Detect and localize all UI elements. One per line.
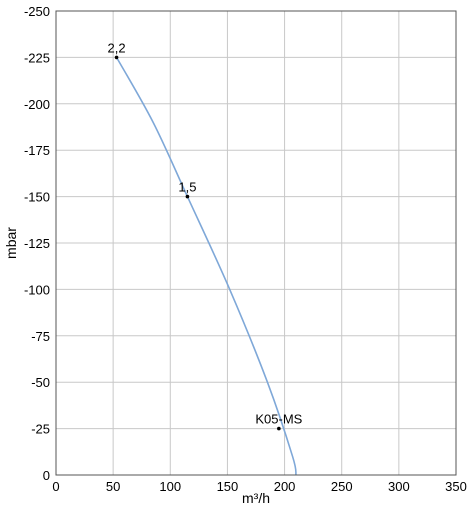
y-axis-label: mbar [3, 227, 19, 259]
series-group [115, 57, 297, 476]
x-tick-label: 250 [331, 479, 353, 494]
x-tick-label: 200 [274, 479, 296, 494]
data-point-label: 1,5 [178, 180, 196, 195]
ticks: 0 50 100 150 200 250 300 350 0 -25 -50 -75 -100 -125 -… [24, 4, 467, 494]
x-tick-label: 0 [52, 479, 59, 494]
series-line [115, 57, 297, 476]
data-point-label: 2,2 [108, 40, 126, 55]
x-tick-label: 350 [445, 479, 467, 494]
points-group: 2,2 1,5 K05-MS [108, 40, 303, 431]
data-point-label: K05-MS [255, 412, 302, 427]
data-point [185, 194, 190, 199]
grid [56, 11, 456, 475]
y-tick-label: -200 [24, 97, 50, 112]
plot-frame [55, 10, 457, 476]
x-tick-label: 50 [106, 479, 120, 494]
y-tick-label: -175 [24, 143, 50, 158]
y-tick-label: -250 [24, 4, 50, 19]
data-point [114, 55, 119, 60]
y-tick-label: -50 [31, 375, 50, 390]
x-tick-label: 100 [159, 479, 181, 494]
x-tick-label: 150 [217, 479, 239, 494]
x-tick-label: 300 [388, 479, 410, 494]
x-axis-label: m³/h [242, 490, 270, 506]
y-tick-label: -225 [24, 50, 50, 65]
y-tick-label: -100 [24, 282, 50, 297]
y-tick-label: -150 [24, 190, 50, 205]
data-point [277, 426, 281, 431]
y-tick-label: -125 [24, 236, 50, 251]
y-tick-label: 0 [43, 468, 50, 483]
y-tick-label: -75 [31, 329, 50, 344]
y-tick-label: -25 [31, 422, 50, 437]
